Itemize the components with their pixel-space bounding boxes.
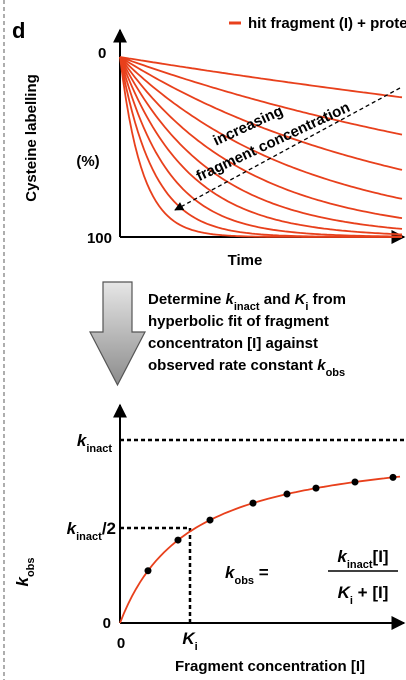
y-tick-label-part: /2	[102, 519, 116, 538]
equation-numerator-part: [I]	[373, 547, 389, 566]
decay-curve	[119, 56, 402, 238]
equation-numerator-part: inact	[347, 559, 373, 571]
y-tick-label: 100	[87, 230, 112, 247]
y-tick-label: kinact/2	[67, 519, 116, 543]
equation-lhs-part: =	[254, 563, 269, 582]
panel-label: d	[12, 18, 25, 43]
decay-curve	[119, 56, 403, 99]
equation-lhs: kobs =	[225, 563, 269, 587]
x-axis-label: Fragment concentration [I]	[175, 658, 365, 675]
data-point	[249, 499, 257, 507]
x-tick-label: 0	[117, 635, 125, 652]
decay-curve	[119, 56, 403, 136]
y-tick-label: 0	[103, 615, 111, 632]
description-line-part: k	[226, 291, 235, 308]
description-line-part: concentraton [I] against	[148, 335, 318, 352]
y-axis-label: kobs	[13, 557, 37, 586]
x-tick-label-part: i	[195, 641, 198, 653]
y-tick-label-part: k	[77, 431, 88, 450]
block-arrow	[89, 281, 146, 387]
equation-numerator: kinact[I]	[337, 547, 388, 571]
description-line-part: Determine	[148, 291, 226, 308]
data-point	[312, 484, 320, 492]
hyperbolic-fit	[119, 473, 401, 624]
decay-curve	[119, 56, 403, 236]
decay-curve	[119, 56, 403, 171]
decay-curve	[119, 56, 403, 219]
equation-denominator: Ki + [I]	[338, 583, 389, 607]
y-axis-label-part: obs	[25, 557, 37, 577]
description-line: observed rate constant kobs	[148, 357, 345, 379]
y-axis-label: Cysteine labelling	[23, 74, 40, 202]
y-tick-label-part: k	[67, 519, 78, 538]
description-line-part: inact	[234, 301, 260, 313]
y-tick-label-part: inact	[86, 443, 112, 455]
x-tick-label: Ki	[182, 629, 197, 653]
x-tick-label-part: K	[182, 629, 196, 648]
decay-curves	[119, 56, 403, 238]
data-point	[174, 536, 182, 544]
equation-denominator-part: + [I]	[353, 583, 388, 602]
description-line: hyperbolic fit of fragment	[148, 313, 329, 330]
y-axis-label-part: k	[13, 576, 32, 587]
y-axis-unit: (%)	[76, 153, 99, 170]
description-line-part: k	[317, 357, 326, 374]
data-point	[206, 516, 214, 524]
decay-curve	[119, 56, 403, 200]
equation-lhs-part: obs	[234, 575, 254, 587]
equation-numerator-part: k	[337, 547, 348, 566]
data-point	[351, 478, 359, 486]
x-axis-label: Time	[228, 252, 263, 269]
description-line-part: from	[308, 291, 346, 308]
data-point	[389, 473, 397, 481]
data-point	[283, 490, 291, 498]
equation-denominator-part: K	[338, 583, 352, 602]
equation-denominator-part: i	[350, 595, 353, 607]
y-tick-label: 0	[98, 45, 106, 62]
decay-curve	[119, 56, 403, 230]
description-line-part: K	[295, 291, 307, 308]
description-line-part: and	[260, 291, 295, 308]
decay-curve	[119, 56, 402, 238]
trend-arrow	[174, 87, 401, 211]
description-line-part: observed rate constant	[148, 357, 317, 374]
legend-label: hit fragment (I) + protein	[248, 15, 406, 32]
description-line: concentraton [I] against	[148, 335, 318, 352]
equation-lhs-part: k	[225, 563, 236, 582]
description-line: Determine kinact and Ki from	[148, 291, 346, 313]
description-line-part: obs	[326, 367, 346, 379]
description-line-part: i	[305, 301, 308, 313]
y-tick-label-part: inact	[76, 531, 102, 543]
y-tick-label: kinact	[77, 431, 112, 455]
data-point	[144, 567, 152, 575]
description-line-part: hyperbolic fit of fragment	[148, 313, 329, 330]
